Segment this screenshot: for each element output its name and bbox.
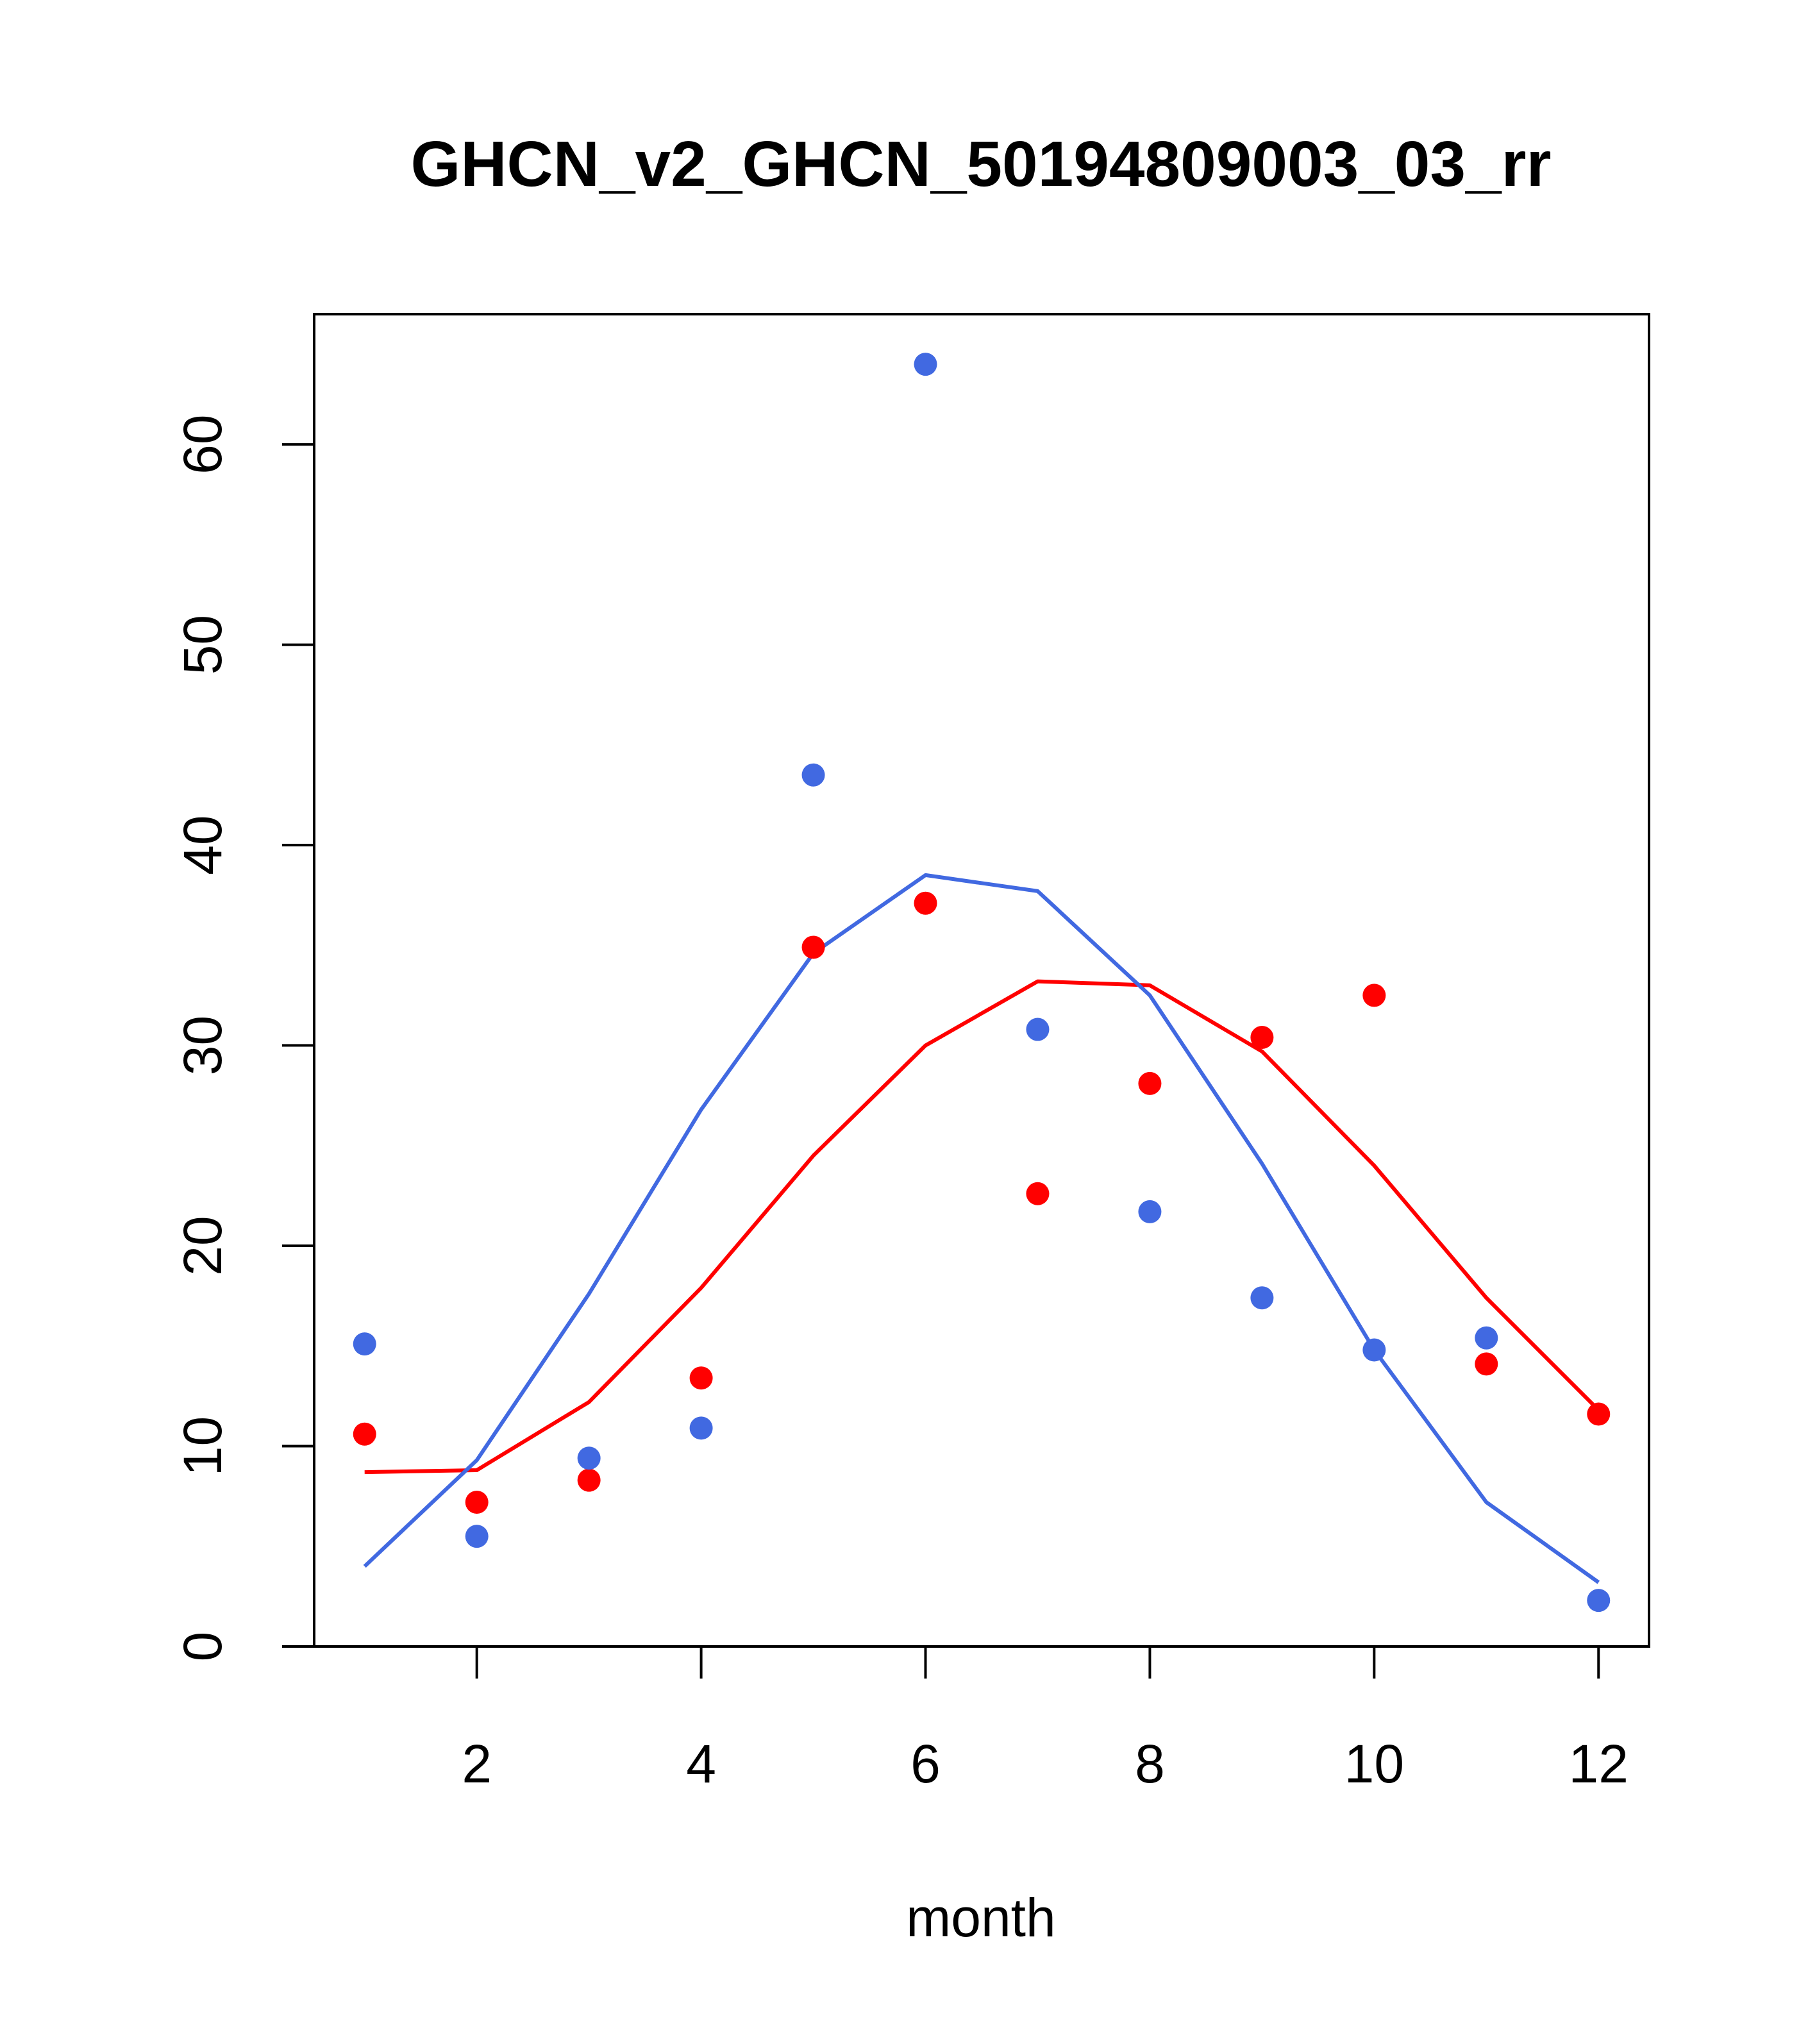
y-tick-label: 60 xyxy=(172,414,233,474)
x-tick-label: 12 xyxy=(1569,1734,1629,1794)
y-tick-label: 40 xyxy=(172,815,233,875)
x-tick-label: 10 xyxy=(1344,1734,1404,1794)
series-2-point xyxy=(914,353,937,376)
y-tick-label: 0 xyxy=(172,1632,233,1662)
series-1-point xyxy=(577,1468,601,1492)
y-tick-label: 20 xyxy=(172,1216,233,1275)
series-2-point xyxy=(1026,1018,1050,1041)
y-tick-label: 10 xyxy=(172,1416,233,1476)
series-2-point xyxy=(577,1446,601,1470)
series-2-point xyxy=(1475,1326,1498,1350)
y-tick-label: 50 xyxy=(172,615,233,674)
x-tick-label: 6 xyxy=(910,1734,941,1794)
series-1-point xyxy=(353,1422,376,1446)
series-points xyxy=(353,353,1611,1613)
series-1-point xyxy=(689,1366,713,1390)
x-tick-label: 2 xyxy=(462,1734,492,1794)
chart-title: GHCN_v2_GHCN_50194809003_03_rr xyxy=(410,128,1551,200)
y-tick-label: 30 xyxy=(172,1016,233,1075)
series-1-point xyxy=(1026,1182,1050,1205)
series-2-point xyxy=(1250,1286,1274,1310)
series-2-point xyxy=(1362,1338,1386,1362)
series-1-point xyxy=(1138,1071,1162,1095)
series-2-point xyxy=(1138,1200,1162,1223)
y-axis: 0 10 20 30 40 50 60 xyxy=(172,414,315,1662)
series-1-point xyxy=(1362,984,1386,1007)
series-1-point xyxy=(801,935,825,959)
series-2-point xyxy=(1587,1589,1611,1613)
series-2-point xyxy=(801,763,825,787)
series-1-point xyxy=(465,1491,489,1514)
series-2-point xyxy=(353,1332,376,1356)
series-1-line xyxy=(364,979,1600,1475)
series-1-point xyxy=(914,891,937,915)
series-1-point xyxy=(1250,1026,1274,1050)
x-tick-label: 4 xyxy=(686,1734,716,1794)
series-2-point xyxy=(465,1525,489,1548)
series-1-point xyxy=(1475,1352,1498,1376)
series-2-point xyxy=(689,1416,713,1440)
x-axis-label: month xyxy=(906,1888,1055,1948)
x-axis: 2 4 6 8 10 12 xyxy=(462,1645,1629,1794)
x-tick-label: 8 xyxy=(1135,1734,1165,1794)
series-1-point xyxy=(1587,1402,1611,1426)
series-2-line xyxy=(363,873,1600,1584)
series-lines xyxy=(363,873,1600,1584)
